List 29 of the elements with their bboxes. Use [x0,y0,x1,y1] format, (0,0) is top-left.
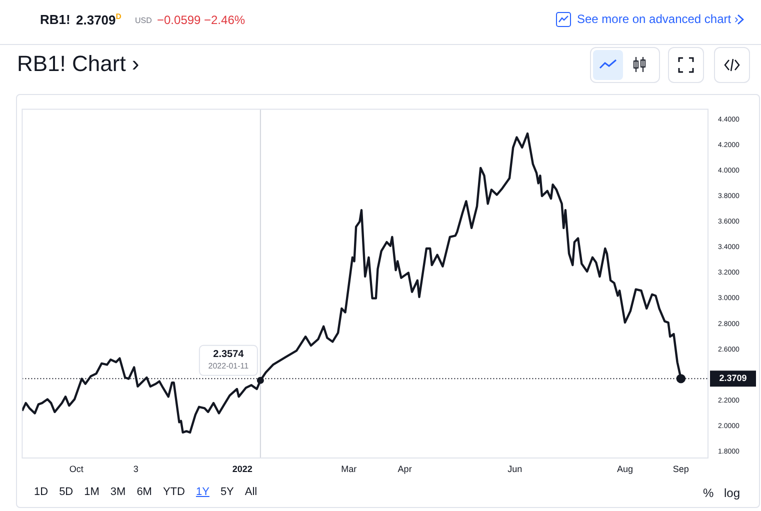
text: 1D [33,486,50,498]
text: % [703,486,714,500]
x-tick-label: Jun [508,464,522,474]
annotation: 2022-01-11 [208,362,250,371]
text: −0.0599 [157,13,201,27]
text: YTD [162,486,186,498]
x-tick-label: Aug [616,464,633,474]
text: RB1! [40,12,70,27]
text: See more on advanced chart › [577,12,738,26]
text: 2.3709$^{D}$ [76,12,122,28]
annotation: 2.3574 [213,349,244,360]
chart-title: RB1! Chart › [17,51,140,77]
x-tick-label: Apr [398,464,412,474]
text: log [724,486,740,500]
text: 6M [136,486,153,498]
x-tick-label: Oct [69,464,84,474]
text: USD [135,16,152,25]
x-tick-label: 3 [133,464,138,474]
text: −2.46% [204,13,246,27]
text: All [244,486,258,498]
x-tick-label: Mar [341,464,357,474]
x-tick-label: Sep [672,464,689,474]
x-tick-label: 2022 [232,464,252,474]
text: 1Y [194,486,210,498]
text: 1M [83,486,100,498]
text: 5Y [219,486,235,498]
text: 3M [109,486,127,498]
ref-line-label: 2.3709 [719,373,747,384]
text: 5D [58,486,74,498]
